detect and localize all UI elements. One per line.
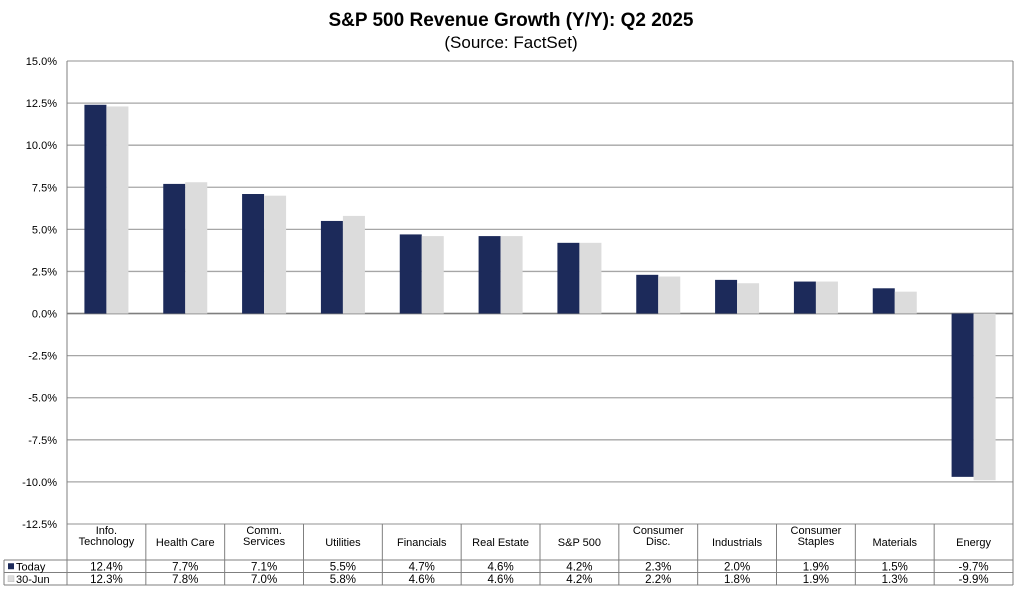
category-label: Energy bbox=[956, 537, 991, 549]
data-label: 7.8% bbox=[172, 574, 198, 586]
y-tick-label: -10.0% bbox=[22, 477, 57, 489]
y-tick-label: 5.0% bbox=[32, 224, 57, 236]
category-label: Info. Technology bbox=[79, 525, 135, 548]
data-label: 1.9% bbox=[803, 561, 829, 573]
category-label: Health Care bbox=[156, 537, 215, 549]
data-label: 2.2% bbox=[645, 574, 671, 586]
y-tick-label: 15.0% bbox=[26, 56, 57, 68]
bar-30-jun bbox=[500, 236, 523, 314]
category-label: Utilities bbox=[325, 537, 361, 549]
bar-30-jun bbox=[973, 313, 996, 481]
legend-swatch bbox=[7, 575, 15, 582]
data-label: -9.7% bbox=[959, 561, 989, 573]
bar-today bbox=[242, 194, 265, 314]
bar-today bbox=[793, 281, 816, 314]
legend-label: 30-Jun bbox=[16, 574, 50, 586]
bar-30-jun bbox=[342, 215, 365, 314]
y-tick-label: -5.0% bbox=[28, 393, 57, 405]
bar-30-jun bbox=[185, 182, 208, 314]
data-table: Info. Technology Health Care Comm. Services U… bbox=[3, 524, 1013, 586]
bar-30-jun bbox=[579, 242, 602, 314]
y-tick-label: -7.5% bbox=[28, 435, 57, 447]
data-label: 1.3% bbox=[882, 574, 908, 586]
data-label: 7.1% bbox=[251, 561, 277, 573]
bar-today bbox=[636, 274, 659, 314]
bar-30-jun bbox=[658, 276, 681, 314]
y-tick-label: 7.5% bbox=[32, 182, 57, 194]
y-tick-label: 0.0% bbox=[32, 309, 57, 321]
bar-today bbox=[872, 288, 895, 314]
bar-today bbox=[163, 183, 186, 314]
legend-swatch bbox=[8, 563, 14, 570]
data-label: 1.5% bbox=[882, 561, 908, 573]
data-label: 5.8% bbox=[330, 574, 356, 586]
bar-30-jun bbox=[737, 283, 760, 314]
bar-30-jun bbox=[421, 236, 444, 314]
category-label: Financials bbox=[397, 537, 447, 549]
y-tick-label: -2.5% bbox=[28, 351, 57, 363]
data-label: 12.4% bbox=[90, 561, 123, 573]
data-label: 5.5% bbox=[330, 561, 356, 573]
category-label: S&P 500 bbox=[558, 537, 601, 549]
data-label: 12.3% bbox=[90, 574, 123, 586]
category-label: Consumer Disc. bbox=[633, 525, 684, 548]
bar-today bbox=[715, 279, 738, 314]
legend-label: Today bbox=[16, 561, 46, 573]
data-label: 4.2% bbox=[566, 574, 592, 586]
category-label: Real Estate bbox=[472, 537, 529, 549]
bar-30-jun bbox=[264, 195, 287, 314]
bar-today bbox=[320, 220, 343, 314]
y-tick-label: 12.5% bbox=[26, 98, 57, 110]
data-label: 7.0% bbox=[251, 574, 277, 586]
data-label: 1.9% bbox=[803, 574, 829, 586]
data-label: 4.6% bbox=[409, 574, 435, 586]
chart-title: S&P 500 Revenue Growth (Y/Y): Q2 2025 bbox=[328, 10, 693, 31]
data-label: 4.6% bbox=[487, 561, 513, 573]
category-label: Comm. Services bbox=[243, 525, 286, 548]
bar-30-jun bbox=[106, 106, 129, 314]
bar-today bbox=[478, 236, 501, 314]
data-label: 4.6% bbox=[487, 574, 513, 586]
y-axis-ticks: 15.0% 12.5% 10.0% 7.5% 5.0% 2.5% 0.0% -2.5% -5.0… bbox=[22, 56, 57, 531]
bar-today bbox=[84, 104, 107, 314]
y-tick-label: 10.0% bbox=[26, 140, 57, 152]
gridlines bbox=[66, 60, 1014, 585]
data-label: 7.7% bbox=[172, 561, 198, 573]
y-tick-label: -12.5% bbox=[22, 519, 57, 531]
data-label: 2.3% bbox=[645, 561, 671, 573]
bar-30-jun bbox=[894, 291, 917, 314]
category-label: Consumer Staples bbox=[791, 525, 842, 548]
data-label: 4.7% bbox=[409, 561, 435, 573]
bars bbox=[84, 104, 996, 481]
chart-subtitle: (Source: FactSet) bbox=[444, 33, 577, 52]
data-label: 2.0% bbox=[724, 561, 750, 573]
bar-today bbox=[951, 313, 974, 477]
data-label: 4.2% bbox=[566, 561, 592, 573]
bar-today bbox=[399, 234, 422, 314]
y-tick-label: 2.5% bbox=[32, 266, 57, 278]
category-label: Materials bbox=[872, 537, 917, 549]
data-label: -9.9% bbox=[959, 574, 989, 586]
data-label: 1.8% bbox=[724, 574, 750, 586]
bar-today bbox=[557, 242, 580, 314]
category-label: Industrials bbox=[712, 537, 763, 549]
bar-30-jun bbox=[815, 281, 838, 314]
